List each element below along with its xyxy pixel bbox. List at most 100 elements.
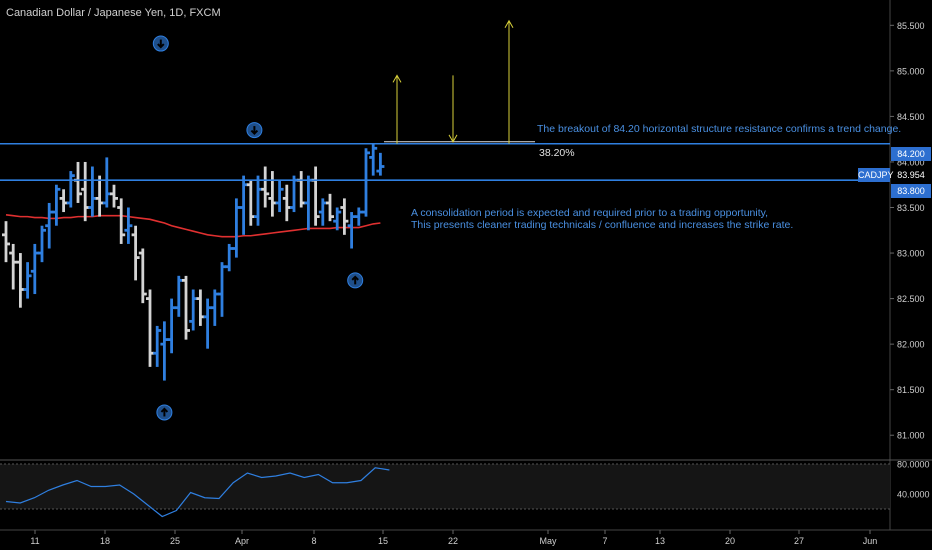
support-price-tag: 83.800 [891,184,931,198]
arrow-down-circle-icon [246,122,263,139]
ohlc-bar [340,198,349,235]
oscillator-tick-label: 80.0000 [897,460,930,470]
ohlc-bar [167,298,176,354]
ohlc-bar [290,175,298,213]
projection-target-arrow [504,19,514,144]
ohlc-bar [254,175,262,226]
chart-annotations [152,19,535,421]
time-tick-label: 8 [311,536,316,546]
ohlc-bar [38,225,46,263]
ohlc-bar [153,325,162,367]
time-tick-label: Apr [235,536,249,546]
fibonacci-label: 38.20% [539,147,575,159]
projection-down-arrow [448,75,458,143]
ohlc-bar [275,180,284,213]
ohlc-bar [304,175,313,231]
ohlc-bar [268,171,277,217]
breakout-note: The breakout of 84.20 horizontal structu… [537,123,902,135]
arrow-up-circle-icon [347,272,364,289]
chart-title: Canadian Dollar / Japanese Yen, 1D, FXCM [6,7,221,19]
moving-average-path [5,213,381,238]
arrow-down-circle-icon [152,35,169,52]
price-tick-label: 85.000 [897,66,925,76]
time-axis: 11 18 25 Apr 8 15 22 May 7 13 20 27 Jun [30,530,877,546]
chart-frame [0,0,932,531]
resistance-price-tag: 84.200 [891,147,931,161]
ohlc-bar [66,171,75,208]
ohlc-bar [376,152,385,176]
ohlc-bar [52,184,61,226]
ohlc-bars [2,143,385,381]
ohlc-bar [74,161,82,203]
ohlc-bar [282,184,291,222]
time-tick-label: 22 [448,536,458,546]
time-tick-label: 15 [378,536,388,546]
ohlc-bar [45,202,54,249]
time-tick-label: 27 [794,536,804,546]
current-price-tag: 83.954 [897,170,925,180]
ohlc-bar [261,166,270,208]
time-tick-label: 25 [170,536,180,546]
ohlc-bar [131,225,140,281]
ohlc-bar [16,253,25,308]
ohlc-bar [138,248,147,304]
price-tick-label: 85.500 [897,21,925,31]
ohlc-bar [318,198,327,226]
ohlc-bar [110,184,118,208]
time-tick-label: 20 [725,536,735,546]
projection-up-arrow [392,74,402,144]
consolidation-note-line1: A consolidation period is expected and r… [411,207,769,219]
ohlc-bar [297,171,306,208]
ohlc-bar [81,161,90,222]
ohlc-bar [59,189,68,213]
oscillator-tick-label: 40.0000 [897,490,930,500]
ohlc-bar [246,180,255,226]
price-tick-label: 84.500 [897,112,925,122]
horizontal-levels [0,142,890,181]
consolidation-note-line2: This presents cleaner trading technicals… [411,219,794,231]
ohlc-bar [102,157,111,208]
ohlc-bar [218,262,226,317]
ohlc-bar [196,289,205,326]
price-tick-label: 81.500 [897,385,925,395]
price-tick-label: 83.000 [897,249,925,259]
time-tick-label: 7 [602,536,607,546]
ohlc-bar [146,289,154,367]
price-tick-label: 82.000 [897,340,925,350]
time-tick-label: Jun [863,536,878,546]
ohlc-bar [225,243,234,272]
ohlc-bar [30,243,39,295]
time-tick-label: 18 [100,536,110,546]
ohlc-bar [239,175,248,235]
ohlc-bar [124,207,133,244]
ohlc-bar [2,221,10,263]
time-tick-label: 11 [30,536,39,546]
ohlc-bar [210,289,219,326]
price-tick-label: 81.000 [897,431,925,441]
symbol-tag: CADJPY [858,168,894,182]
ohlc-bar [369,143,378,176]
ohlc-bar [311,166,320,226]
ohlc-bar [362,148,370,217]
time-tick-label: May [539,536,557,546]
ohlc-bar [326,193,334,222]
ohlc-bar [9,243,18,290]
oscillator-line [5,467,390,518]
moving-average-line [5,213,381,238]
arrow-up-circle-icon [156,404,173,421]
ohlc-bar [160,321,169,381]
ohlc-bar [182,275,190,340]
ohlc-bar [232,198,241,258]
price-tick-label: 84.000 [897,157,925,167]
ohlc-bar [189,289,198,331]
ohlc-bar [347,212,356,249]
ohlc-bar [95,175,104,217]
ohlc-bar [354,207,363,226]
ohlc-bar [23,262,32,299]
ohlc-bar [203,298,212,349]
ohlc-bar [333,207,342,231]
oscillator-band [0,464,890,509]
ohlc-bar [88,166,97,217]
ohlc-bar [174,275,183,317]
